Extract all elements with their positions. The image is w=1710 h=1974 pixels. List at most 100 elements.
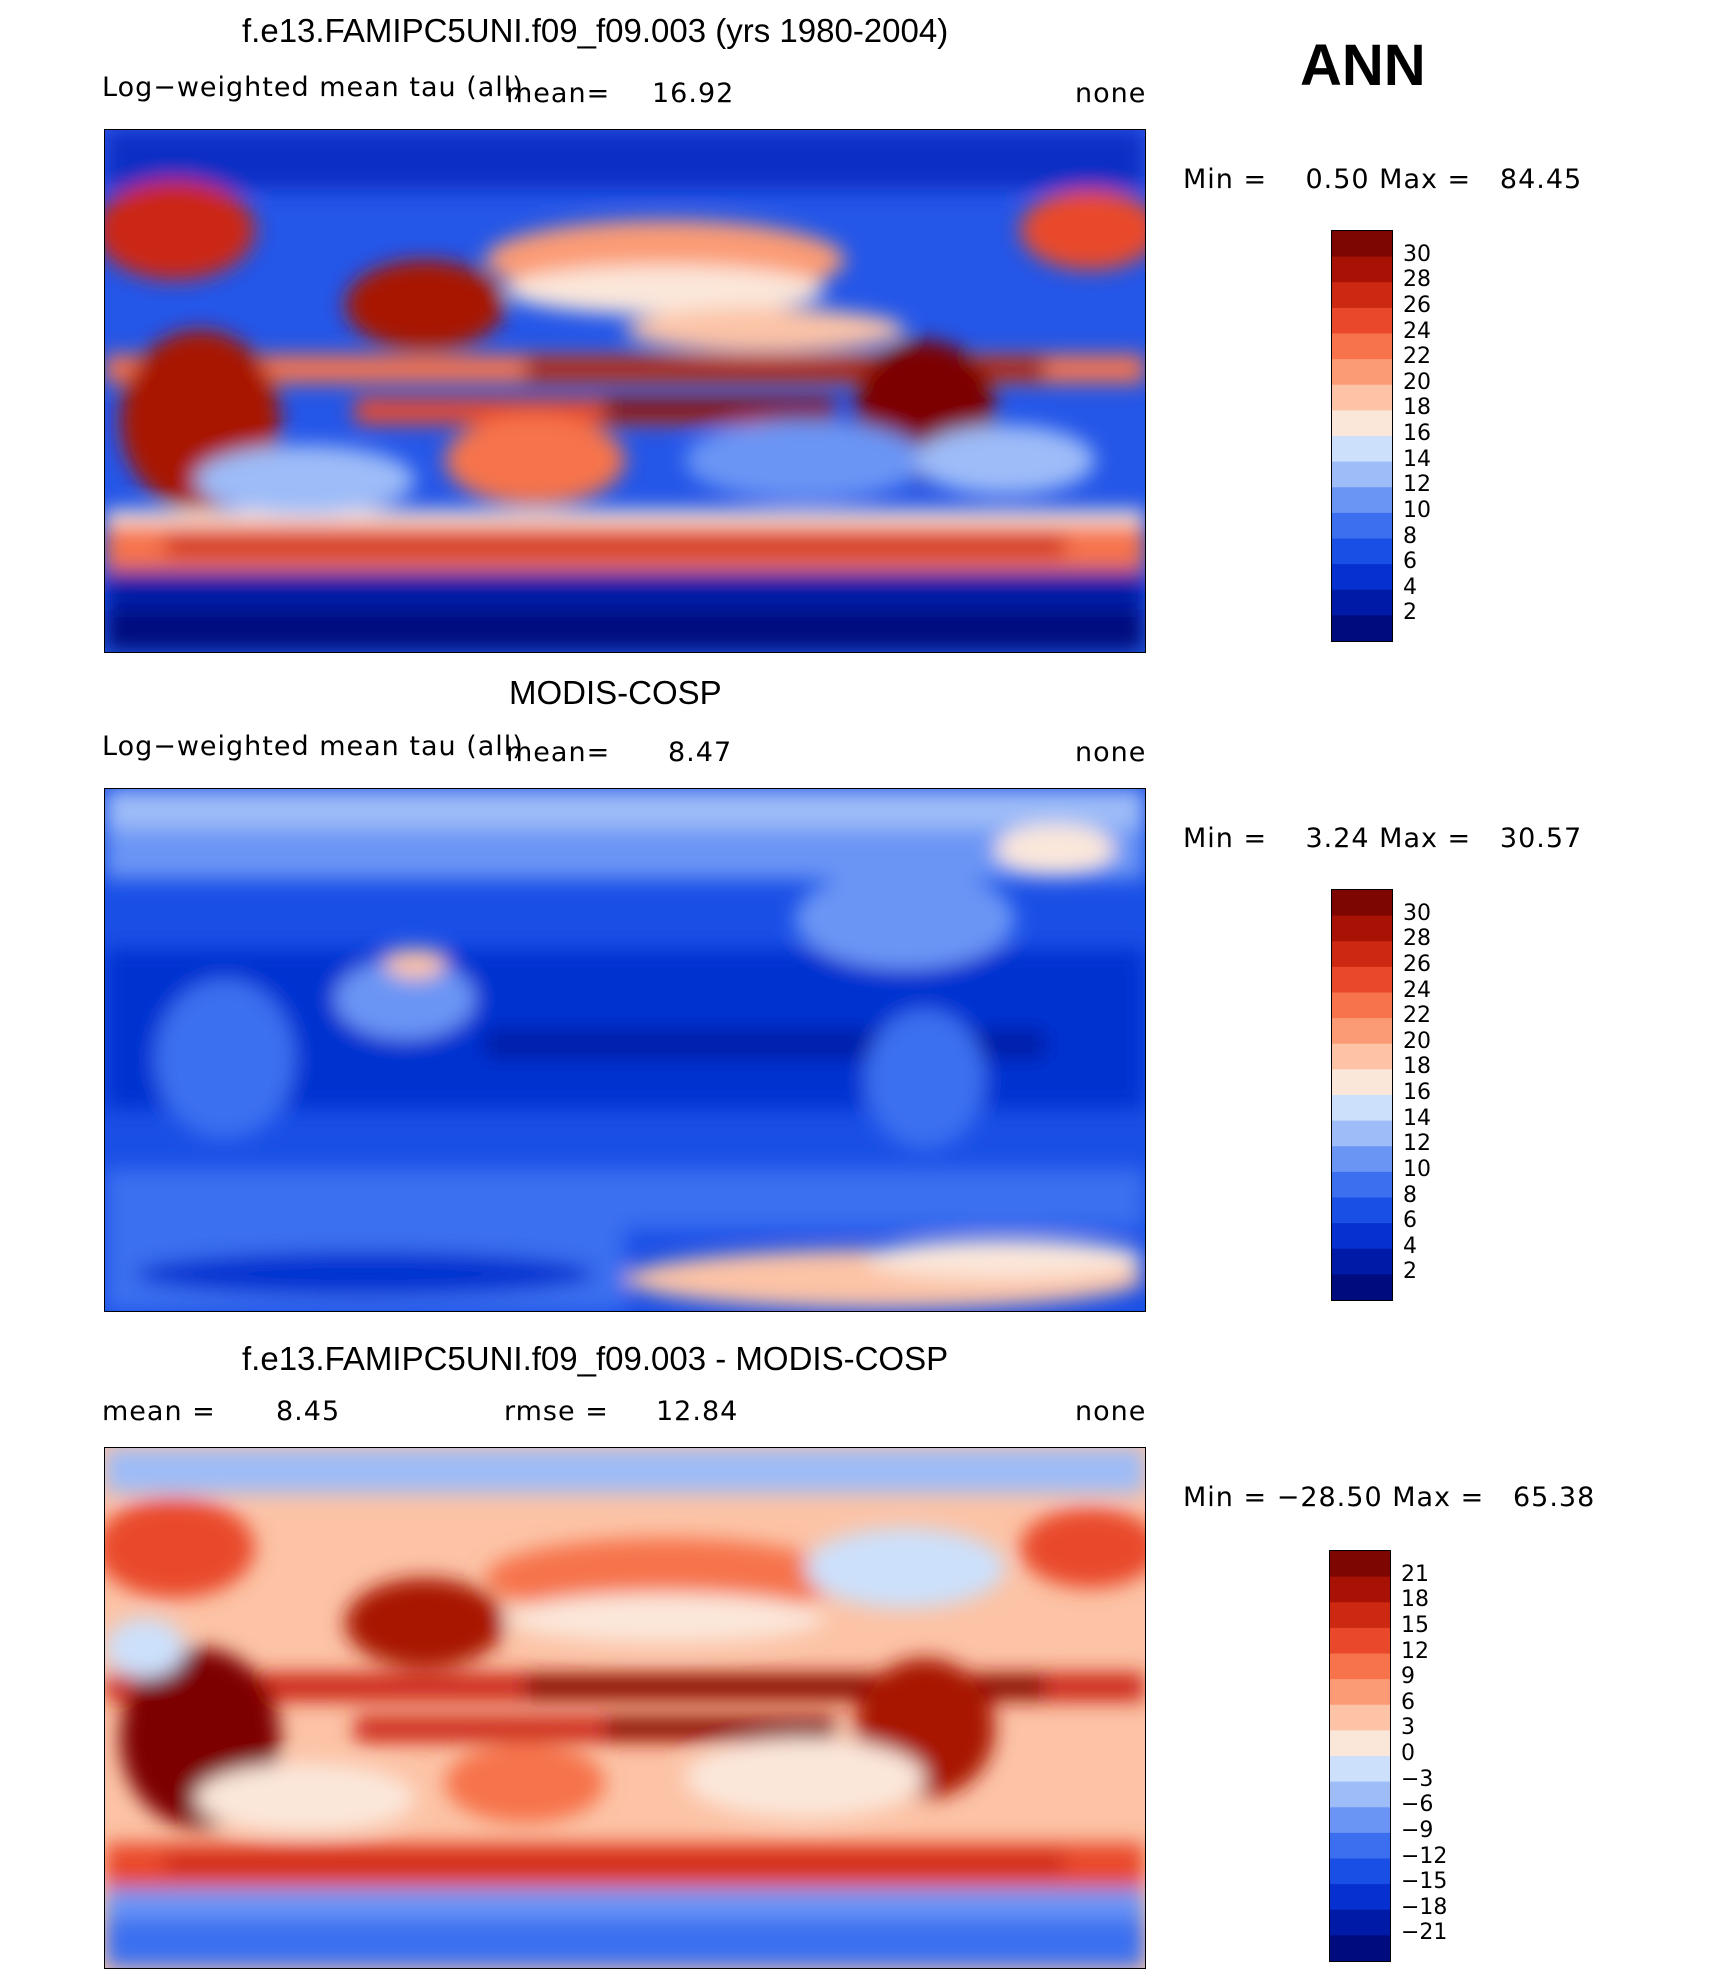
panel2-minmax: Min = 3.24 Max = 30.57 [1183,823,1583,854]
panel2-title: MODIS-COSP [509,674,722,711]
colorbar-swatch [1332,966,1392,994]
colorbar-swatch [1332,231,1392,258]
colorbar-swatch [1330,1704,1390,1731]
colorbar-tick-label: 18 [1401,1587,1429,1613]
colorbar-swatch [1332,1274,1392,1300]
colorbar-swatch [1330,1935,1390,1961]
colorbar-swatch [1330,1576,1390,1603]
colorbar-tick-label: 9 [1401,1664,1415,1690]
panel1-title: f.e13.FAMIPC5UNI.f09_f09.003 (yrs 1980-2… [242,12,949,49]
colorbar-swatch [1332,410,1392,437]
colorbar-tick-label: 21 [1401,1561,1429,1587]
colorbar-swatch [1330,1627,1390,1655]
colorbar-swatch [1330,1807,1390,1834]
colorbar-tick-label: −3 [1401,1766,1434,1792]
colorbar-swatch [1332,1171,1392,1199]
colorbar-swatch [1332,256,1392,283]
colorbar-tick-label: 14 [1403,1105,1431,1131]
panel3-title: f.e13.FAMIPC5UNI.f09_f09.003 - MODIS-COS… [242,1340,949,1377]
colorbar-swatch [1332,615,1392,641]
colorbar-tick-label: 4 [1403,1233,1417,1259]
colorbar-swatch [1332,1069,1392,1096]
panel2-colorbar-swatches [1332,890,1392,1300]
panel1-units: none [1075,78,1147,109]
colorbar-swatch [1332,1120,1392,1147]
colorbar-swatch [1332,890,1392,917]
colorbar-tick-label: 28 [1403,267,1431,293]
colorbar-swatch [1332,1095,1392,1122]
colorbar-swatch [1330,1858,1390,1885]
colorbar-swatch [1332,1146,1392,1173]
colorbar-tick-label: 18 [1403,1054,1431,1080]
colorbar-swatch [1330,1551,1390,1578]
colorbar-swatch [1330,1781,1390,1808]
colorbar-swatch [1332,461,1392,488]
colorbar-swatch [1330,1679,1390,1706]
colorbar-swatch [1330,1884,1390,1911]
colorbar-swatch [1330,1756,1390,1783]
colorbar-tick-label: 18 [1403,395,1431,421]
colorbar-tick-label: 8 [1403,1182,1417,1208]
panel3-mean-value: 8.45 [276,1396,341,1427]
colorbar-tick-label: 28 [1403,926,1431,952]
colorbar-tick-label: 6 [1401,1689,1415,1715]
panel2-variable-label: Log−weighted mean tau (all) [102,731,524,762]
colorbar-tick-label: 14 [1403,446,1431,472]
panel2-map [104,788,1146,1312]
colorbar-swatch [1332,333,1392,360]
colorbar-tick-label: 8 [1403,523,1417,549]
panel3-map [104,1447,1146,1969]
colorbar-tick-label: −6 [1401,1792,1434,1818]
colorbar-tick-label: 22 [1403,344,1431,370]
colorbar-tick-label: 3 [1401,1715,1415,1741]
panel3-mean-label: mean = [102,1396,216,1427]
panel1-colorbar [1331,230,1393,642]
colorbar-tick-label: 12 [1401,1638,1429,1664]
panel3-colorbar-swatches [1330,1551,1390,1961]
colorbar-swatch [1332,487,1392,514]
colorbar-tick-label: 2 [1403,600,1417,626]
panel3-rmse-label: rmse = [504,1396,609,1427]
colorbar-tick-label: 6 [1403,1208,1417,1234]
colorbar-swatch [1332,512,1392,540]
colorbar-tick-label: 26 [1403,951,1431,977]
colorbar-swatch [1332,1018,1392,1045]
colorbar-tick-label: 24 [1403,977,1431,1003]
panel1-variable-label: Log−weighted mean tau (all) [102,72,524,103]
colorbar-tick-label: −15 [1401,1869,1448,1895]
colorbar-tick-label: 15 [1401,1612,1429,1638]
colorbar-swatch [1332,589,1392,616]
colorbar-tick-label: 22 [1403,1003,1431,1029]
colorbar-swatch [1330,1909,1390,1936]
panel1-mean-value: 16.92 [652,78,735,109]
colorbar-tick-label: 30 [1403,241,1431,267]
colorbar-tick-label: 12 [1403,1131,1431,1157]
panel2-units: none [1075,737,1147,768]
colorbar-swatch [1332,538,1392,565]
panel3-units: none [1075,1396,1147,1427]
colorbar-swatch [1332,992,1392,1019]
colorbar-tick-label: 26 [1403,292,1431,318]
colorbar-swatch [1332,1248,1392,1275]
colorbar-tick-label: 16 [1403,421,1431,446]
colorbar-tick-label: 10 [1403,1156,1431,1182]
colorbar-swatch [1332,941,1392,968]
colorbar-swatch [1332,282,1392,309]
colorbar-tick-label: −12 [1401,1843,1448,1869]
panel1-map [104,129,1146,653]
panel2-mean-value: 8.47 [668,737,733,768]
colorbar-swatch [1330,1832,1390,1860]
panel3-colorbar [1329,1550,1391,1962]
colorbar-tick-label: 16 [1403,1080,1431,1105]
panel1-colorbar-swatches [1332,231,1392,641]
colorbar-swatch [1332,1197,1392,1224]
colorbar-swatch [1332,915,1392,942]
colorbar-tick-label: 4 [1403,574,1417,600]
colorbar-tick-label: 2 [1403,1259,1417,1285]
colorbar-tick-label: 0 [1401,1741,1415,1766]
colorbar-swatch [1332,307,1392,335]
colorbar-tick-label: 20 [1403,369,1431,395]
colorbar-tick-label: −21 [1401,1920,1448,1946]
panel2-mean-label: mean= [506,737,611,768]
colorbar-swatch [1330,1730,1390,1757]
